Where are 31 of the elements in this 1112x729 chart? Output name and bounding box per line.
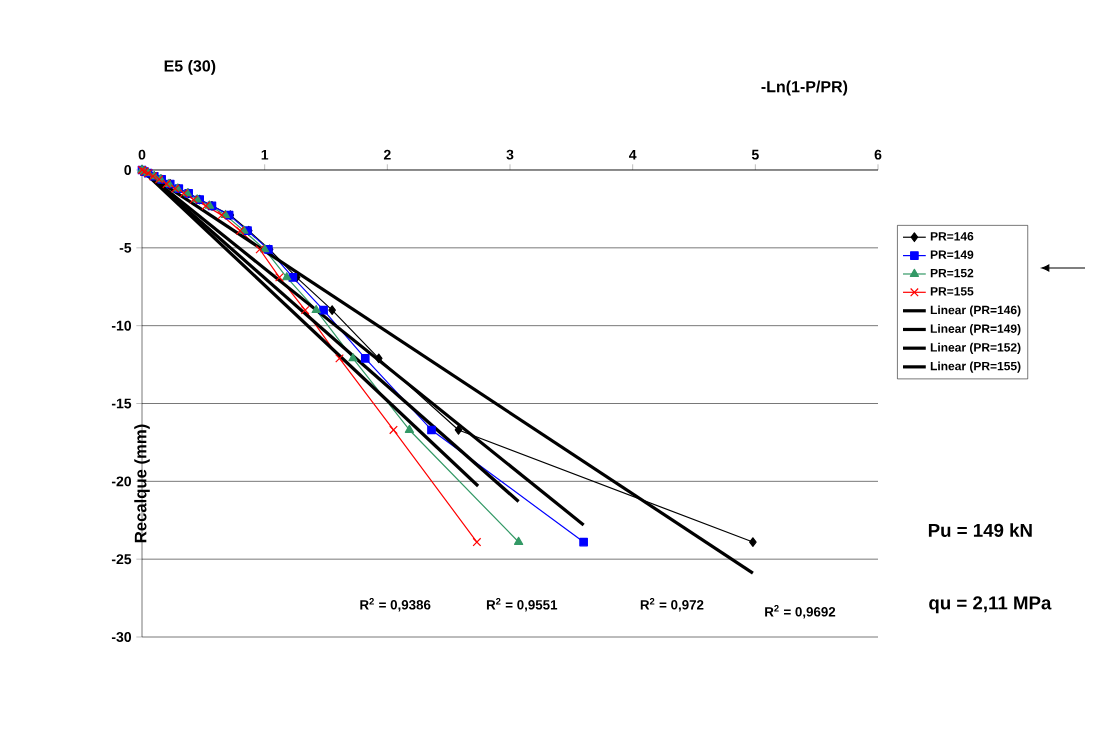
y-tick-label: -30 xyxy=(111,632,132,642)
text: Pu = 149 kN xyxy=(928,523,1032,537)
y-tick-label: -20 xyxy=(111,476,132,487)
y-tick-label: -25 xyxy=(111,554,132,565)
x-tick-label: 4 xyxy=(628,149,637,160)
chart-title: E5 (30) xyxy=(164,59,216,75)
x-tick-label: 1 xyxy=(261,149,269,160)
legend-label: Linear (PR=152) xyxy=(930,342,1021,354)
legend-label: PR=146 xyxy=(930,232,974,241)
x-tick-label: 6 xyxy=(874,149,882,160)
x-tick-label: 5 xyxy=(751,149,759,160)
y-tick-label: -15 xyxy=(111,398,132,409)
legend-label: Linear (PR=149) xyxy=(930,324,1021,336)
annotation: R$^{2}$ = 0,972 xyxy=(640,598,704,612)
text: qu = 2,11 MPa xyxy=(929,596,1052,614)
x-axis-title: -Ln(1-P/PR) xyxy=(761,80,848,96)
x-tick-label: 0 xyxy=(138,149,146,160)
annotation: R$^{2}$ = 0,9386 xyxy=(360,598,431,612)
y-axis-title: Recalque (mm) xyxy=(134,424,150,543)
x-tick-label: 3 xyxy=(506,149,514,160)
annotation: R$^{2}$ = 0,9692 xyxy=(765,605,836,619)
y-tick-label: -5 xyxy=(119,242,132,253)
legend-label: Linear (PR=155) xyxy=(930,361,1021,373)
legend-label: Linear (PR=146) xyxy=(930,305,1021,317)
annotation: R$^{2}$ = 0,9551 xyxy=(486,598,558,612)
x-tick-label: 2 xyxy=(383,149,391,160)
legend-label: PR=152 xyxy=(930,268,974,278)
legend-label: PR=149 xyxy=(930,250,974,259)
y-tick-label: -10 xyxy=(111,320,132,331)
y-tick-label: 0 xyxy=(124,165,132,175)
legend-label: PR=155 xyxy=(930,287,974,296)
